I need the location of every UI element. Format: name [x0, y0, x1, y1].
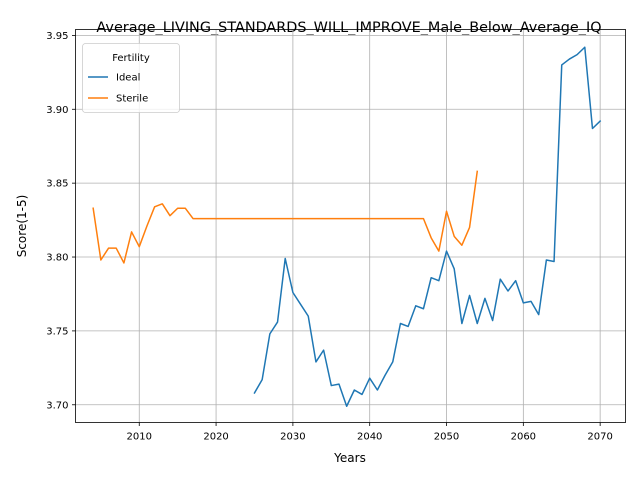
- series-line-sterile: [92, 170, 479, 264]
- x-tick-label: 2010: [127, 432, 152, 443]
- x-tick-label: 2070: [587, 432, 612, 443]
- y-tick-label: 3.70: [46, 400, 68, 411]
- series-line-ideal: [253, 46, 602, 407]
- legend-box: [82, 43, 180, 113]
- x-tick-label: 2040: [357, 432, 382, 443]
- x-tick-label: 2020: [203, 432, 228, 443]
- x-tick-label: 2060: [511, 432, 536, 443]
- legend-label-sterile: Sterile: [116, 94, 148, 105]
- legend-label-ideal: Ideal: [116, 73, 140, 84]
- x-axis-label: Years: [333, 451, 366, 465]
- chart-title: Average_LIVING_STANDARDS_WILL_IMPROVE_Ma…: [96, 20, 601, 36]
- legend-title: Fertility: [112, 53, 150, 64]
- y-tick-label: 3.95: [46, 31, 68, 42]
- x-tick-label: 2030: [280, 432, 305, 443]
- y-axis: 3.70 3.75 3.80 3.85 3.90 3.95: [46, 31, 76, 411]
- x-tick-label: 2050: [434, 432, 459, 443]
- x-axis: 2010 2020 2030 2040 2050 2060 2070: [127, 422, 613, 443]
- y-tick-label: 3.90: [46, 105, 68, 116]
- y-tick-label: 3.85: [46, 179, 68, 190]
- y-axis-label: Score(1-5): [15, 195, 29, 258]
- axes-frame: [75, 29, 626, 423]
- y-tick-label: 3.80: [46, 253, 68, 264]
- y-tick-label: 3.75: [46, 326, 68, 337]
- legend: Fertility Ideal Sterile: [82, 43, 180, 113]
- plot-area: [92, 46, 602, 407]
